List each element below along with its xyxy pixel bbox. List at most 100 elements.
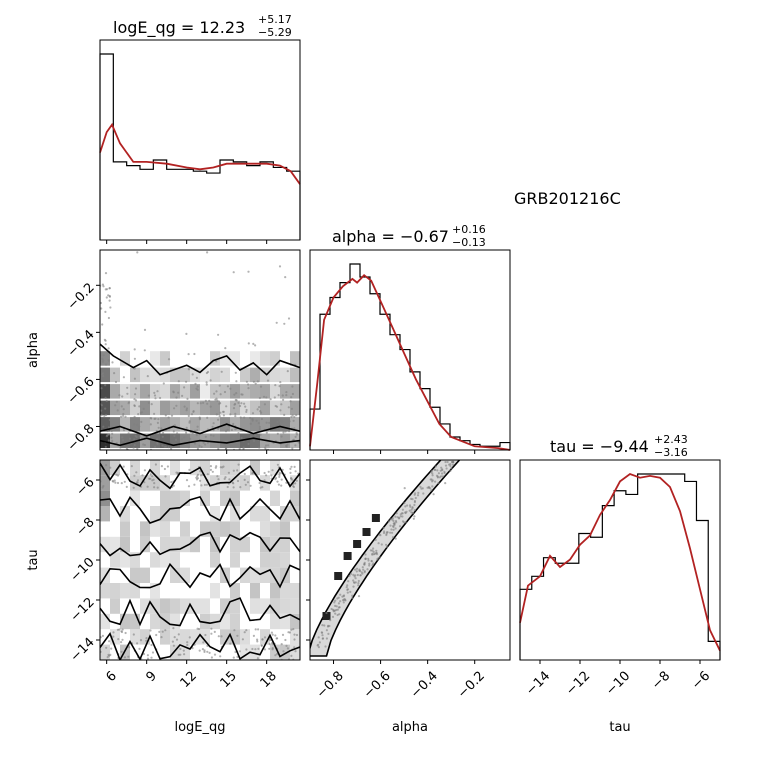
sample-point xyxy=(243,631,246,634)
sample-point xyxy=(121,638,124,641)
sample-point xyxy=(216,399,219,402)
density-cell xyxy=(220,367,230,383)
sample-point xyxy=(263,403,266,406)
sample-point xyxy=(104,343,107,346)
density-cell xyxy=(110,536,120,553)
sample-point xyxy=(378,556,382,559)
sample-point xyxy=(290,628,293,631)
density-cell xyxy=(210,417,220,432)
density-cell xyxy=(230,552,240,568)
sample-point xyxy=(149,473,152,476)
density-cell xyxy=(200,400,210,416)
sample-point xyxy=(375,549,378,552)
sample-point xyxy=(114,481,117,484)
sample-point xyxy=(177,653,180,656)
density-cell xyxy=(180,536,190,553)
sample-point xyxy=(138,425,141,428)
sample-point xyxy=(285,444,288,447)
sample-point xyxy=(252,439,256,442)
sample-point xyxy=(276,463,279,466)
sample-point xyxy=(138,405,141,408)
sample-point xyxy=(242,446,245,449)
sample-point xyxy=(133,404,136,408)
sample-point xyxy=(375,553,379,556)
sample-point xyxy=(226,428,229,431)
sample-point xyxy=(259,486,262,489)
sample-point xyxy=(274,384,277,387)
contour-line xyxy=(100,597,300,627)
sample-point xyxy=(373,552,376,556)
density-cell xyxy=(130,460,140,476)
sample-point xyxy=(133,443,136,447)
sample-point xyxy=(290,477,293,480)
frame-logE_qg xyxy=(99,39,301,241)
sample-point xyxy=(196,447,199,450)
sample-point xyxy=(238,650,241,653)
sample-point xyxy=(338,606,341,609)
sample-point xyxy=(179,653,182,656)
sample-point xyxy=(371,552,374,555)
sample-point xyxy=(149,423,152,426)
sample-point xyxy=(339,600,342,603)
sample-point xyxy=(154,445,157,448)
sample-point xyxy=(397,517,401,520)
contour-line xyxy=(100,437,300,447)
sample-point xyxy=(432,493,435,496)
sample-point xyxy=(444,460,447,464)
density-cell xyxy=(210,475,220,491)
sample-point xyxy=(126,386,129,389)
density-cell xyxy=(280,536,290,553)
sample-point xyxy=(293,465,296,468)
sample-point xyxy=(352,573,355,577)
density-cell xyxy=(190,400,200,416)
sample-point xyxy=(449,464,452,468)
sample-point xyxy=(243,478,246,481)
sample-point xyxy=(104,272,108,275)
sample-point xyxy=(232,407,236,410)
sample-point xyxy=(410,497,413,500)
sample-point xyxy=(291,447,294,450)
sample-point xyxy=(202,441,205,444)
sample-point xyxy=(112,480,115,483)
sample-point xyxy=(143,328,147,331)
sample-point xyxy=(167,446,170,449)
density-cell xyxy=(250,567,260,583)
sample-point xyxy=(284,638,287,642)
density-cell xyxy=(230,521,240,537)
density-cell xyxy=(250,400,260,416)
sample-point xyxy=(156,390,159,393)
sample-point xyxy=(123,656,126,659)
sample-point xyxy=(232,422,235,426)
sample-point xyxy=(206,370,210,374)
sample-point xyxy=(260,644,263,647)
contour-line xyxy=(100,423,300,437)
sample-point xyxy=(270,474,273,477)
sample-point xyxy=(116,474,120,477)
sample-point xyxy=(186,643,189,647)
sample-point xyxy=(383,530,386,533)
density-cell xyxy=(260,384,270,399)
sample-point xyxy=(122,376,125,379)
sample-point xyxy=(286,424,289,427)
sample-point xyxy=(118,394,121,397)
sample-point xyxy=(232,486,235,489)
sample-point xyxy=(408,509,411,512)
sample-point xyxy=(164,475,167,478)
sample-point xyxy=(285,394,288,397)
sample-point xyxy=(203,483,206,486)
sample-point xyxy=(274,478,277,481)
sample-point xyxy=(449,469,452,472)
sample-point xyxy=(419,485,422,488)
sample-point xyxy=(229,642,232,645)
sample-point xyxy=(417,491,420,494)
sample-point xyxy=(104,384,107,387)
sample-point xyxy=(123,480,126,483)
sample-point xyxy=(382,526,385,530)
density-cell xyxy=(270,490,280,506)
density-cell xyxy=(280,417,290,432)
sample-point xyxy=(372,547,375,550)
density-cell xyxy=(250,460,260,476)
sample-point xyxy=(107,439,110,442)
sample-point xyxy=(164,414,167,417)
density-cell xyxy=(160,552,170,568)
